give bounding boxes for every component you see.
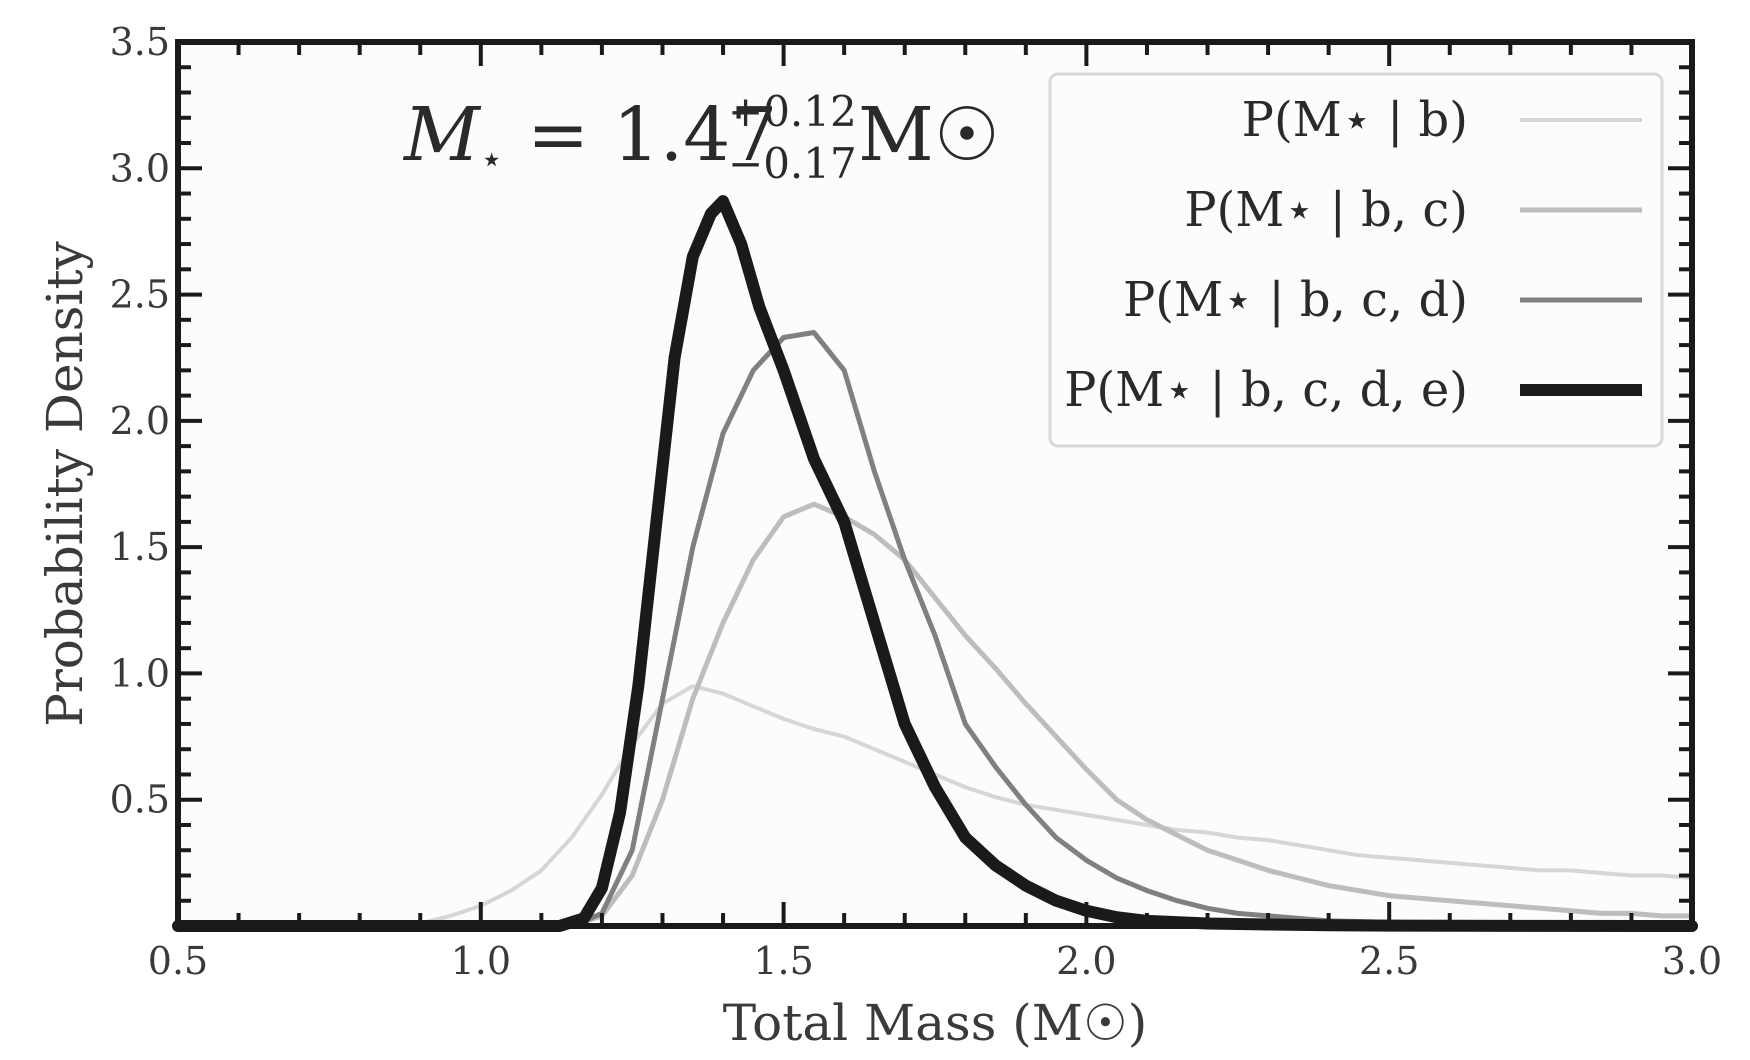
- annotation-unit: M☉: [858, 92, 1000, 178]
- legend: P(M⋆ | b) P(M⋆ | b, c) P(M⋆ | b, c, d) P(M⋆…: [1048, 72, 1664, 448]
- y-axis-title: Probability Density: [36, 240, 94, 726]
- svg-text:M⋆ = 1.47: M⋆ = 1.47: [402, 92, 777, 181]
- y-tick-label: 2.0: [110, 399, 170, 443]
- annotation-subscript: ⋆: [480, 137, 504, 181]
- x-tick-label: 1.5: [753, 939, 813, 983]
- x-tick-label: 1.0: [451, 939, 511, 983]
- x-axis-title: Total Mass (M☉): [723, 994, 1148, 1052]
- annotation-upper-error: +0.12: [728, 87, 857, 136]
- legend-label-2: P(M⋆ | b, c): [1184, 182, 1468, 238]
- y-tick-label: 3.0: [110, 146, 170, 190]
- mass-annotation: M⋆ = 1.47 +0.12 −0.17 M☉: [402, 87, 1000, 188]
- legend-label-4: P(M⋆ | b, c, d, e): [1064, 362, 1468, 418]
- x-tick-label: 3.0: [1662, 939, 1722, 983]
- y-tick-label: 0.5: [110, 778, 170, 822]
- plot-frame: [175, 39, 1695, 929]
- y-tick-label: 3.5: [110, 20, 170, 64]
- legend-entries: P(M⋆ | b) P(M⋆ | b, c) P(M⋆ | b, c, d) P(M⋆…: [1064, 92, 1642, 418]
- annotation-symbol: M: [402, 92, 482, 178]
- series-line-2: [175, 501, 1695, 929]
- legend-label-1: P(M⋆ | b): [1242, 92, 1468, 148]
- x-tick-label: 2.5: [1359, 939, 1419, 983]
- annotation-lower-error: −0.17: [728, 139, 857, 188]
- x-tick-label: 0.5: [148, 939, 208, 983]
- y-tick-label: 2.5: [110, 273, 170, 317]
- legend-label-3: P(M⋆ | b, c, d): [1123, 272, 1468, 328]
- y-tick-label: 1.0: [110, 651, 170, 695]
- legend-box: [1048, 72, 1664, 448]
- tick-label-layer: 0.5 1.0 1.5 2.0 2.5 3.0 0.5 1.0 1.5 2.0 2.5 3.0 3.5: [110, 20, 1723, 983]
- x-tick-label: 2.0: [1056, 939, 1116, 983]
- y-tick-label: 1.5: [110, 525, 170, 569]
- annotation-value: = 1.47: [504, 92, 778, 178]
